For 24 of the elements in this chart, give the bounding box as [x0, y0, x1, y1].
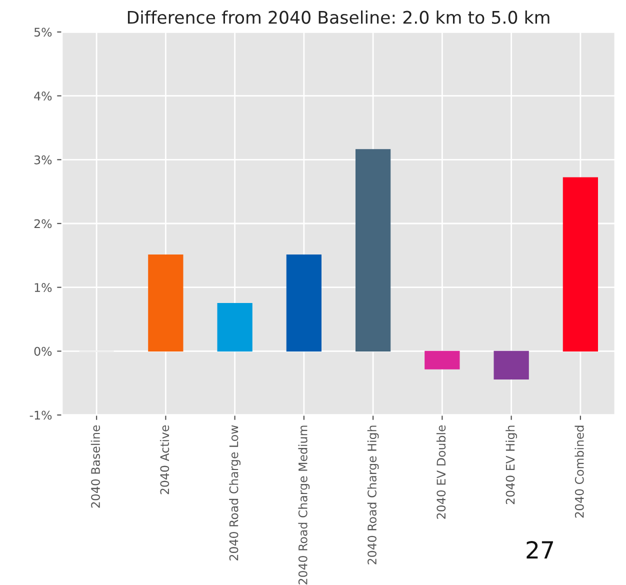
bar [424, 350, 460, 370]
x-tick-label: 2040 Baseline [90, 425, 100, 508]
y-tick-label: 5% [34, 28, 52, 37]
x-tick-label: 2040 Road Charge Low [229, 425, 241, 560]
y-tick-label: 1% [34, 283, 52, 292]
bar [148, 254, 184, 352]
y-tick-label: 2% [34, 219, 52, 228]
x-tick-label: 2040 EV High [506, 426, 518, 504]
chart-title: Difference from 2040 Baseline: 2.0 km to 5.0 km [128, 10, 550, 24]
y-tick-label: 4% [34, 92, 52, 100]
bar [494, 350, 529, 380]
x-tick-label: 2040 Road Charge High [367, 426, 379, 564]
x-tick-label: 2040 Active [160, 425, 170, 494]
bar [562, 177, 598, 352]
y-tick-label: -1% [30, 410, 52, 420]
bar [286, 254, 322, 352]
x-tick-label: 2040 Road Charge Medium [298, 426, 310, 584]
x-tick-label: 2040 EV Double [436, 425, 446, 519]
y-tick-label: 0% [34, 346, 52, 356]
x-tick-label: 2040 Combined [574, 426, 584, 518]
bar [356, 149, 391, 352]
y-tick-label: 3% [34, 155, 52, 164]
text: 27 [526, 540, 554, 559]
bar [217, 303, 252, 352]
